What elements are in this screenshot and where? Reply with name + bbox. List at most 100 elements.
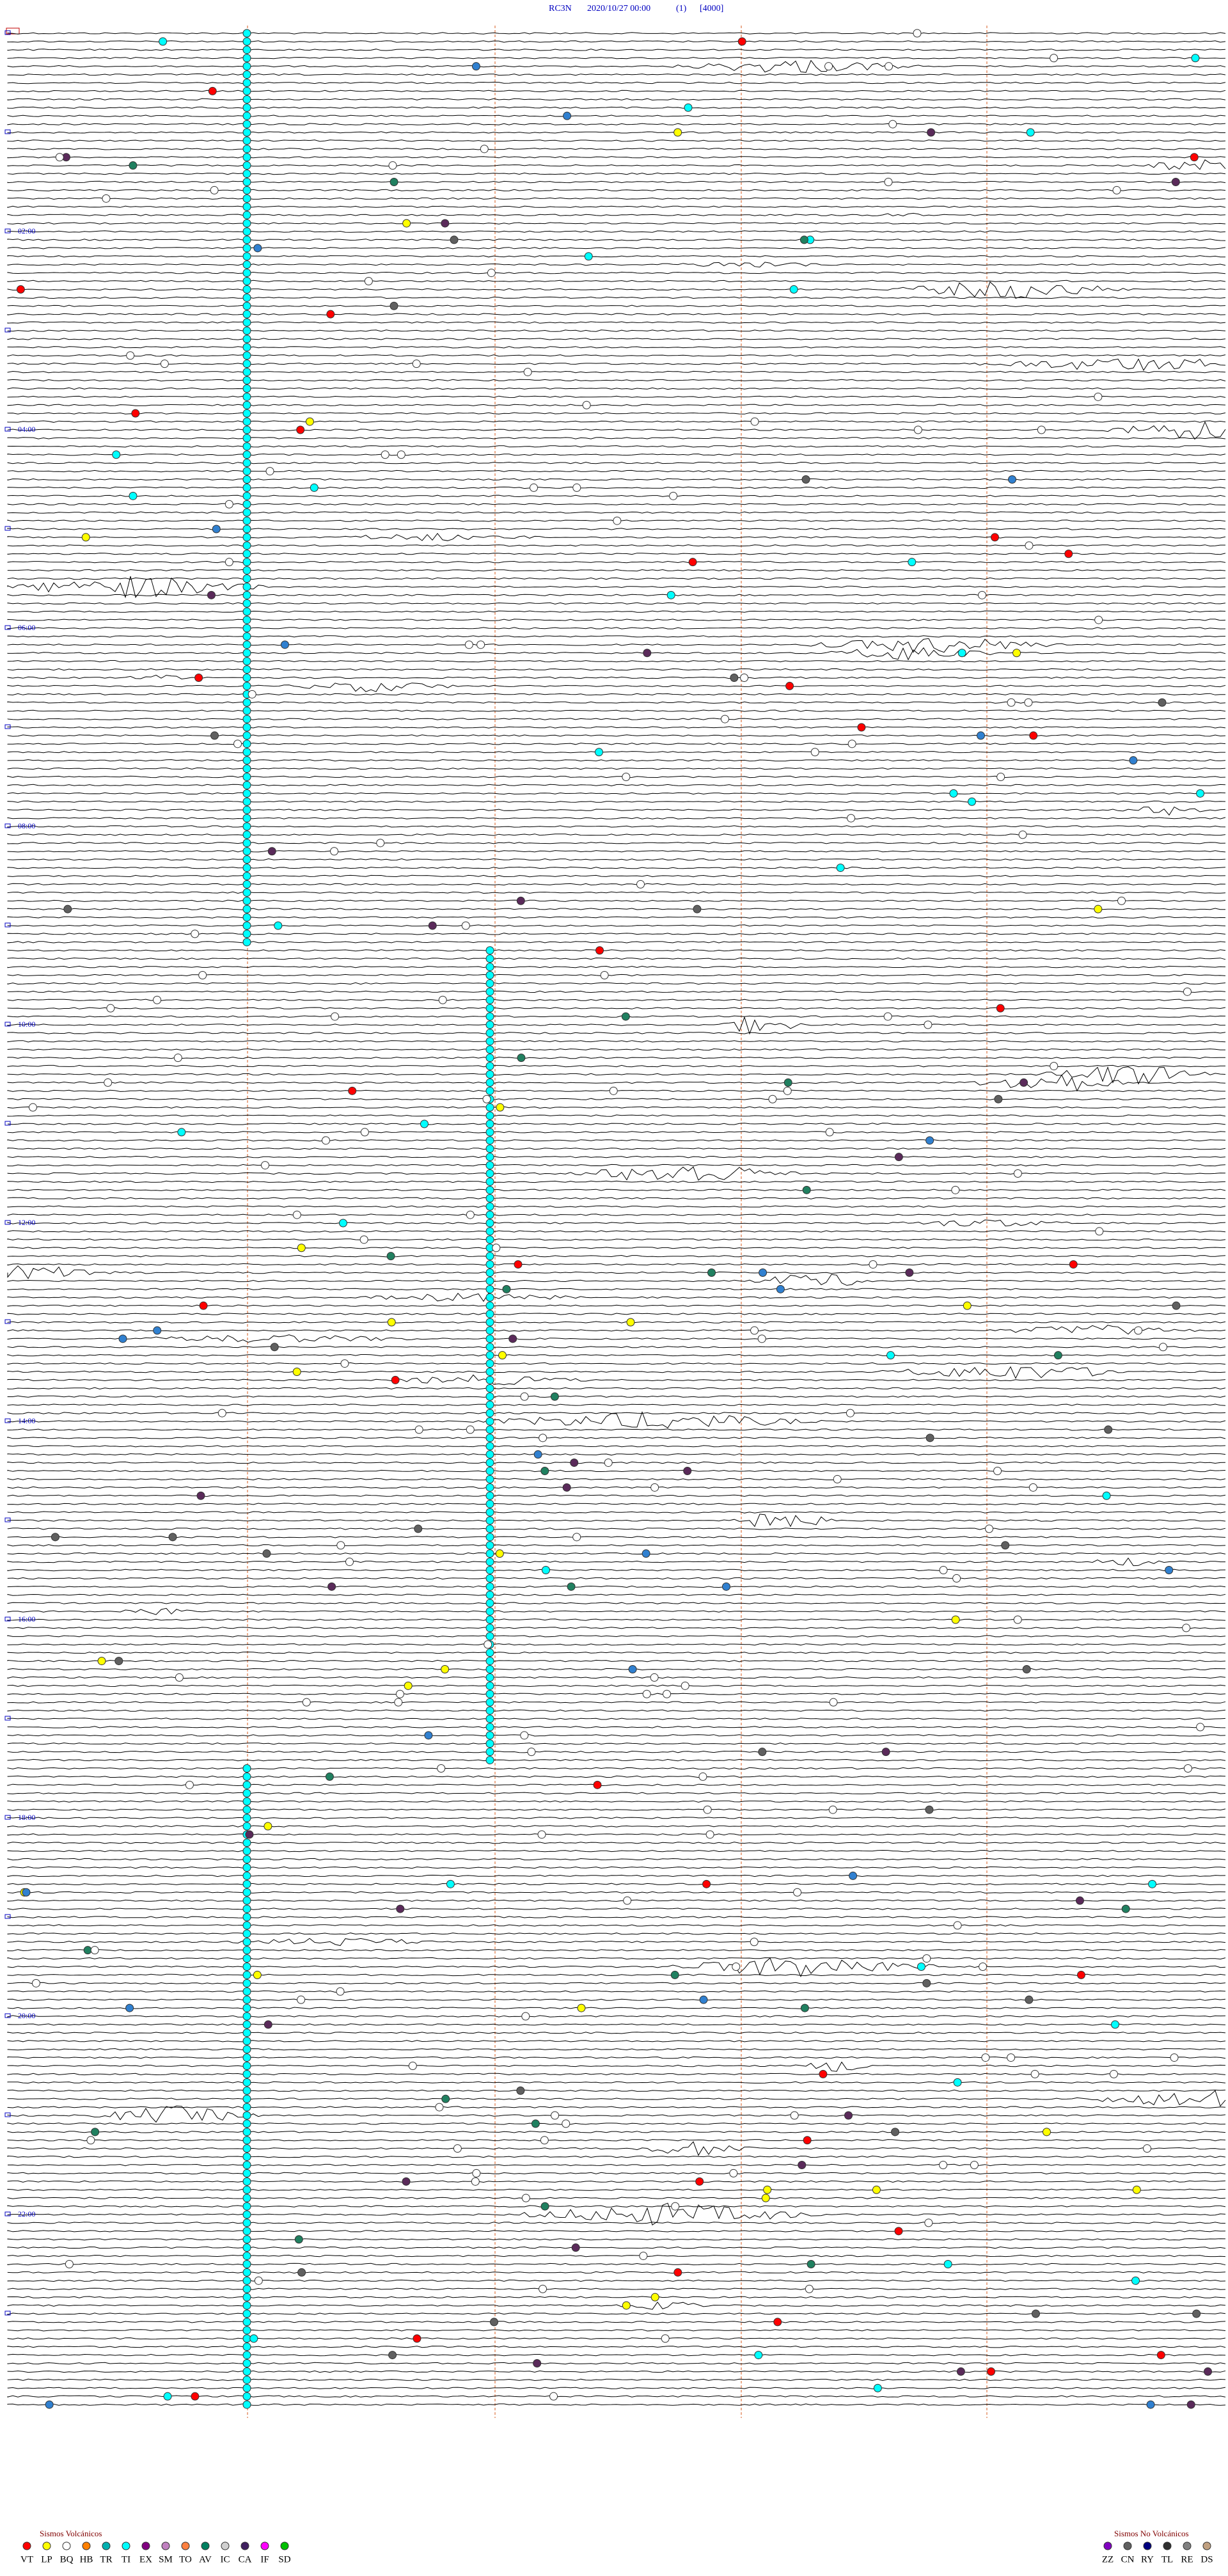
legend-label: CN <box>1121 2554 1135 2564</box>
event-marker <box>1029 731 1038 740</box>
event-marker <box>242 326 251 335</box>
trace <box>7 2362 1226 2365</box>
event-marker <box>242 409 251 418</box>
trace <box>7 454 1226 456</box>
event-marker <box>242 128 251 137</box>
event-marker <box>242 839 251 848</box>
trace <box>7 511 1225 514</box>
trace <box>7 610 1226 613</box>
trace <box>7 1916 1226 1918</box>
event-marker <box>663 1689 672 1698</box>
event-marker <box>242 938 251 947</box>
event-marker <box>441 1665 450 1673</box>
event-marker <box>242 1888 251 1897</box>
legend-label: TI <box>122 2554 130 2564</box>
event-marker <box>242 888 251 897</box>
event-marker <box>242 1913 251 1922</box>
event-marker <box>242 525 251 533</box>
trace <box>7 1263 1226 1266</box>
event-marker <box>81 533 90 542</box>
event-marker <box>485 1086 494 1095</box>
event-marker <box>390 178 398 186</box>
event-marker <box>242 2153 251 2161</box>
event-marker <box>242 2144 251 2153</box>
legend-label: HB <box>80 2554 93 2564</box>
trace <box>7 638 1226 653</box>
trace <box>7 891 1226 894</box>
event-marker <box>891 2128 900 2137</box>
hour-tick <box>4 30 11 35</box>
event-marker <box>721 1582 730 1591</box>
event-marker <box>242 2169 251 2177</box>
event-marker <box>485 1657 494 1666</box>
event-marker <box>340 1359 349 1368</box>
event-marker <box>485 1161 494 1170</box>
event-marker <box>453 2144 462 2153</box>
hour-tick <box>4 328 11 333</box>
event-marker <box>224 500 233 509</box>
event-marker <box>267 847 276 856</box>
event-marker <box>242 491 251 500</box>
event-marker <box>242 2210 251 2219</box>
legend-swatch <box>260 2541 269 2550</box>
legend-label: ZZ <box>1102 2554 1114 2564</box>
legend-label: IC <box>221 2554 230 2564</box>
trace <box>7 1197 1226 1199</box>
event-marker <box>957 649 966 658</box>
event-marker <box>1148 1879 1157 1888</box>
trace <box>7 1874 1226 1877</box>
event-marker <box>210 731 219 740</box>
event-marker <box>173 1054 182 1063</box>
event-marker <box>872 2185 881 2194</box>
trace <box>7 2163 1226 2167</box>
event-marker <box>242 2202 251 2211</box>
trace <box>7 230 1226 233</box>
event-marker <box>485 987 494 996</box>
event-marker <box>949 789 958 798</box>
event-marker <box>485 946 494 955</box>
event-marker <box>484 1640 492 1649</box>
trace <box>7 2254 1226 2257</box>
event-marker <box>1013 1169 1022 1178</box>
event-marker <box>572 483 581 492</box>
event-marker <box>699 1995 708 2004</box>
event-marker <box>388 2351 397 2360</box>
legend-swatch <box>201 2541 210 2550</box>
trace <box>7 767 1226 770</box>
event-marker <box>438 995 447 1004</box>
event-marker <box>485 1425 494 1434</box>
event-marker <box>242 2318 251 2327</box>
event-marker <box>750 1938 759 1947</box>
trace <box>7 2131 1226 2133</box>
event-marker <box>242 1805 251 1814</box>
event-marker <box>485 1177 494 1186</box>
event-marker <box>953 1921 962 1930</box>
event-marker <box>242 2293 251 2302</box>
legend-label: LP <box>41 2554 52 2564</box>
trace <box>7 1288 1226 1291</box>
trace <box>7 1205 1226 1208</box>
trace <box>7 974 1226 977</box>
legend-swatch <box>1202 2541 1211 2550</box>
event-marker <box>730 674 739 682</box>
event-marker <box>242 582 251 591</box>
trace <box>7 544 1225 547</box>
event-marker <box>129 161 138 170</box>
event-marker <box>485 1012 494 1021</box>
trace <box>7 280 1226 283</box>
event-marker <box>485 1673 494 1682</box>
trace <box>7 602 1226 604</box>
event-marker <box>485 1054 494 1063</box>
event-marker <box>485 1689 494 1698</box>
trace <box>7 683 1226 692</box>
event-marker <box>242 442 251 451</box>
event-marker <box>242 1780 251 1789</box>
event-marker <box>242 1797 251 1806</box>
event-marker <box>577 2003 586 2012</box>
trace <box>7 262 1226 268</box>
event-marker <box>485 1474 494 1483</box>
trace <box>7 2337 1226 2340</box>
event-marker <box>242 640 251 649</box>
trace <box>7 2345 1226 2348</box>
event-marker <box>952 1574 961 1583</box>
